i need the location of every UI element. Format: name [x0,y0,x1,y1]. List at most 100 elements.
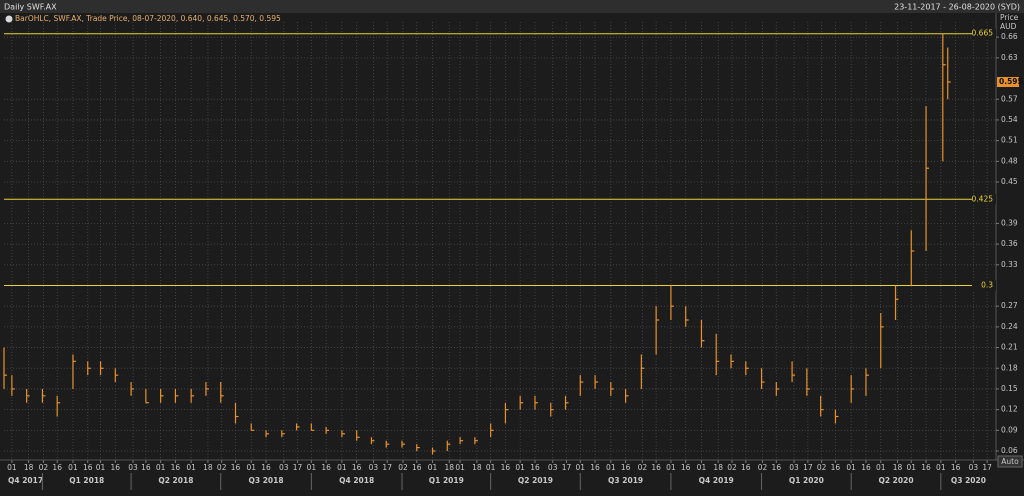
last-price-tag [997,77,1019,88]
level-label: 0.3 [981,280,993,289]
x-tick-label: 03 [789,463,799,472]
x-tick-label: 16 [412,463,422,472]
header-bar [0,0,1024,13]
x-tick-label: 16 [831,463,841,472]
x-tick-label: 02 [727,463,737,472]
y-tick-label: 0.15 [1001,384,1018,393]
x-tick-label: 01 [876,463,886,472]
y-tick-label: 0.06 [1001,446,1018,455]
x-tick-label: 01 [96,463,106,472]
quarter-label: Q4 2017 [8,476,43,485]
chart-title: Daily SWF.AX [4,3,57,12]
x-tick-label: 01 [936,463,946,472]
x-tick-label: 17 [562,463,572,472]
x-tick-label: 18 [444,463,454,472]
level-label-box [972,194,996,205]
x-tick-label: 01 [846,463,856,472]
y-tick-label: 0.63 [1001,53,1018,62]
x-tick-label: 03 [369,463,379,472]
y-tick-label: 0.33 [1001,260,1018,269]
x-tick-label: 16 [261,463,271,472]
x-tick-label: 01 [455,463,465,472]
x-tick-label: 01 [68,463,78,472]
quarter-label: Q1 2020 [789,476,824,485]
date-range: 23-11-2017 - 26-08-2020 (SYD) [894,3,1020,12]
y-tick-label: 0.48 [1001,156,1018,165]
y-tick-label: 0.12 [1001,405,1018,414]
x-tick-label: 03 [548,463,558,472]
x-tick-label: 01 [666,463,676,472]
x-tick-label: 16 [111,463,121,472]
x-tick-label: 17 [982,463,992,472]
level-label-box [972,28,996,39]
x-tick-label: 16 [141,463,151,472]
quarter-label: Q3 2018 [248,476,283,485]
y-tick-label: 0.24 [1001,322,1018,331]
x-tick-label: 01 [186,463,196,472]
x-tick-label: 18 [893,463,903,472]
x-tick-label: 01 [307,463,317,472]
x-tick-label: 03 [128,463,138,472]
level-label: 0.665 [972,29,994,38]
x-tick-label: 18 [24,463,34,472]
x-tick-label: 17 [382,463,392,472]
x-tick-label: 16 [921,463,931,472]
x-tick-label: 16 [741,463,751,472]
x-tick-label: 16 [651,463,661,472]
y-axis-unit: AUD [1000,22,1017,31]
x-tick-label: 18 [472,463,482,472]
y-tick-label: 0.51 [1001,136,1018,145]
level-label-box [972,280,996,291]
x-tick-label: 03 [279,463,289,472]
x-tick-label: 17 [803,463,813,472]
y-tick-label: 0.66 [1001,32,1018,41]
x-tick-label: 01 [246,463,256,472]
x-tick-label: 16 [772,463,782,472]
x-tick-label: 18 [203,463,213,472]
y-tick-label: 0.27 [1001,301,1018,310]
x-tick-label: 03 [969,463,979,472]
x-tick-label: 16 [501,463,511,472]
y-tick-label: 0.45 [1001,177,1018,186]
quarter-label: Q1 2018 [69,476,104,485]
y-tick-label: 0.54 [1001,115,1018,124]
y-tick-label: 0.21 [1001,343,1018,352]
x-tick-label: 01 [7,463,17,472]
x-tick-label: 16 [352,463,362,472]
x-tick-label: 01 [907,463,917,472]
quarter-label: Q4 2019 [699,476,734,485]
legend-text: BarOHLC, SWF.AX, Trade Price, 08-07-2020… [15,14,281,23]
level-label: 0.425 [972,194,994,203]
x-tick-label: 01 [606,463,616,472]
y-tick-label: 0.18 [1001,363,1018,372]
quarter-label: Q2 2018 [158,476,193,485]
y-tick-label: 0.36 [1001,239,1018,248]
x-tick-label: 01 [156,463,166,472]
quarter-label: Q1 2019 [429,476,464,485]
legend-icon[interactable] [5,15,13,23]
quarter-label: Q4 2018 [339,476,374,485]
auto-button-label[interactable]: Auto [1001,457,1019,466]
x-tick-label: 02 [758,463,768,472]
x-tick-label: 16 [171,463,181,472]
x-tick-label: 16 [861,463,871,472]
x-tick-label: 01 [486,463,496,472]
x-tick-label: 02 [398,463,408,472]
x-tick-label: 16 [951,463,961,472]
y-axis-label: Price [1000,13,1019,22]
x-tick-label: 16 [681,463,691,472]
quarter-label: Q3 2019 [608,476,643,485]
auto-button[interactable] [997,455,1023,468]
quarter-label: Q2 2019 [518,476,553,485]
x-tick-label: 16 [590,463,600,472]
x-tick-label: 16 [321,463,331,472]
x-tick-label: 16 [530,463,540,472]
x-tick-label: 16 [52,463,62,472]
x-tick-label: 02 [817,463,827,472]
x-tick-label: 16 [231,463,241,472]
last-price-label: 0.595 [999,77,1023,86]
x-tick-label: 17 [293,463,303,472]
x-tick-label: 02 [39,463,49,472]
